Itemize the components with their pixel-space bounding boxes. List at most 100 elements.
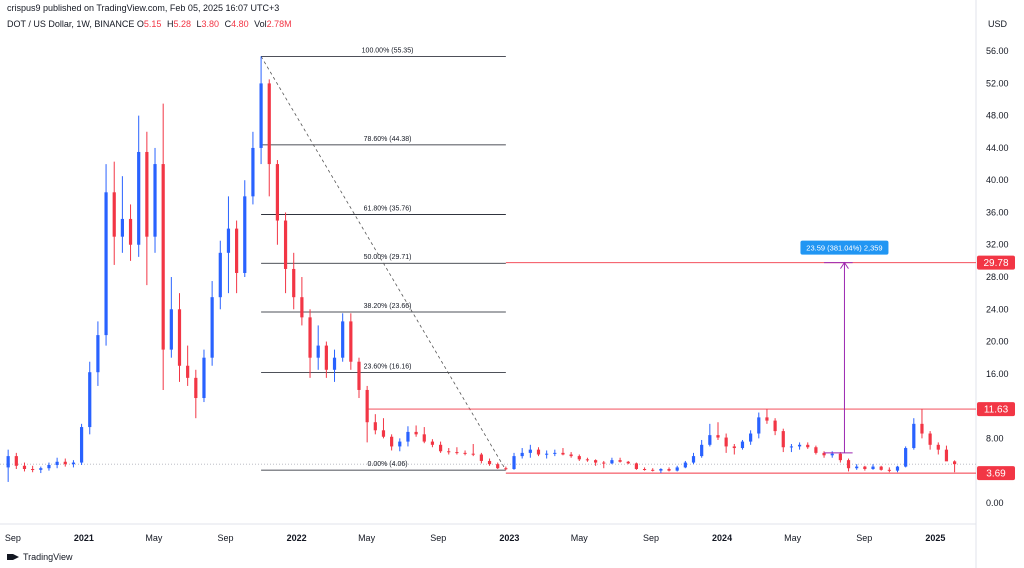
candle-body (120, 218, 124, 237)
candle (324, 341, 328, 378)
candle-body (773, 420, 777, 432)
candle-body (161, 164, 165, 350)
candle-body (235, 228, 239, 273)
candle-body (520, 452, 524, 457)
fib-level-label: 100.00% (55.35) (362, 47, 414, 54)
candle (806, 442, 810, 449)
x-tick-label: May (784, 533, 802, 543)
candle-body (716, 435, 720, 438)
candle (732, 444, 736, 455)
candle-body (365, 389, 369, 423)
candle (71, 460, 76, 468)
candle (447, 448, 451, 455)
candle-body (789, 446, 794, 448)
candle (863, 465, 867, 471)
candle-body (479, 454, 483, 461)
candle-body (243, 196, 247, 273)
candle (390, 434, 394, 451)
candle-body (471, 453, 475, 455)
candle (634, 462, 639, 470)
x-tick-label: 2025 (925, 533, 945, 543)
candle-body (414, 431, 418, 435)
candle (406, 426, 410, 447)
candle-body (553, 452, 557, 454)
ohlc-o-label: O (136, 19, 144, 29)
candle-body (732, 446, 736, 449)
candle (161, 103, 165, 390)
candle (6, 449, 10, 482)
symbol-legend: DOT / US Dollar, 1W, BINANCE O5.15 H5.28… (7, 19, 295, 29)
candle-body (292, 268, 296, 298)
level-price-text: 11.63 (984, 405, 1009, 416)
x-tick-label: Sep (5, 533, 21, 543)
ohlc-l-label: L (196, 19, 202, 29)
candle-body (594, 460, 598, 463)
candle-body (487, 460, 492, 465)
candle-body (373, 422, 377, 431)
candle (936, 442, 940, 455)
candle (757, 412, 761, 439)
candle-body (169, 309, 173, 350)
candle (243, 180, 247, 278)
candle-body (667, 469, 671, 471)
candle-body (904, 448, 908, 467)
candle-body (438, 444, 443, 452)
candle (553, 449, 557, 457)
candle-body (463, 452, 467, 454)
ohlc-c-label: C (224, 19, 232, 29)
candle-body (757, 417, 761, 434)
y-tick-label: 52.00 (986, 78, 1009, 88)
candle-body (186, 365, 190, 378)
candle (275, 160, 280, 245)
candle-body (6, 456, 10, 468)
candle-body (691, 456, 696, 463)
candle (79, 423, 84, 465)
candle (422, 427, 426, 444)
candle-body (887, 469, 891, 471)
candle (740, 439, 745, 450)
x-tick-label: 2022 (287, 533, 307, 543)
candle (716, 422, 720, 440)
candle (88, 361, 92, 435)
candle-body (332, 357, 337, 370)
candle (610, 457, 614, 465)
candle (797, 442, 802, 450)
candle (504, 466, 508, 471)
candle (659, 468, 663, 474)
candle (953, 460, 957, 473)
candle (316, 325, 320, 370)
candle (928, 431, 932, 450)
candle-body (642, 469, 647, 471)
y-tick-label: 20.00 (986, 337, 1009, 347)
measure-label-box (800, 240, 889, 255)
candle-body (675, 467, 679, 471)
candle-body (651, 469, 655, 471)
candle-body (634, 463, 639, 470)
candle (895, 465, 900, 473)
candle (691, 452, 696, 465)
candle-body (406, 431, 410, 442)
candle-body (626, 461, 630, 464)
candle-body (71, 462, 76, 465)
candle (63, 458, 67, 467)
brand-text: TradingView (23, 552, 73, 562)
candle (814, 445, 818, 455)
candle (822, 451, 826, 458)
candle (341, 313, 345, 362)
candle-body (528, 449, 532, 453)
candle-body (210, 297, 214, 358)
candle-body (226, 228, 231, 253)
candle-body (55, 461, 59, 465)
candle (626, 460, 630, 465)
candle-body (928, 433, 932, 445)
candle-body (569, 454, 573, 457)
candle (708, 423, 712, 447)
y-tick-label: 48.00 (986, 111, 1009, 121)
candle (569, 452, 573, 458)
level-price-text: 3.69 (986, 469, 1006, 480)
candle (47, 462, 51, 471)
candle (308, 309, 312, 378)
candle (830, 451, 834, 458)
candle-body (455, 452, 459, 454)
